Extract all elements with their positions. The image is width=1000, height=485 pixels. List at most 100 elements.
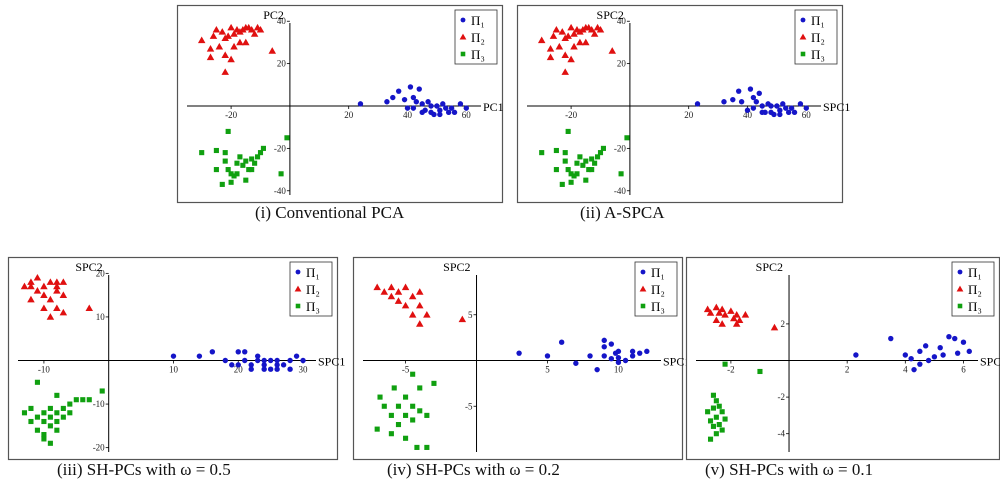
data-point: [437, 107, 443, 113]
data-point: [759, 103, 765, 109]
series-pi3: [374, 371, 437, 450]
data-point: [213, 167, 219, 173]
data-point: [67, 401, 73, 407]
panel-3: -10 10 20 30 20 10 -10 -20 SPC1 SPC2 Π₁ Π₂ Π₃: [7, 256, 345, 461]
data-point: [268, 47, 277, 54]
data-point: [565, 167, 571, 173]
data-point: [428, 103, 434, 109]
data-point: [219, 181, 225, 187]
data-point: [228, 179, 234, 185]
data-point: [416, 288, 424, 295]
y-tick-label: -5: [465, 401, 473, 411]
data-point: [721, 99, 727, 105]
data-point: [249, 156, 255, 162]
data-point: [215, 42, 224, 50]
data-point: [783, 105, 789, 111]
data-point: [213, 147, 219, 154]
data-point: [410, 94, 417, 101]
legend-marker: [799, 33, 807, 40]
x-tick-label: -2: [727, 365, 735, 375]
data-point: [218, 28, 227, 35]
data-point: [597, 150, 604, 156]
data-point: [917, 348, 923, 355]
data-point: [40, 304, 48, 312]
data-point: [206, 45, 215, 52]
data-point: [260, 145, 266, 151]
data-point: [448, 105, 455, 111]
data-point: [741, 311, 750, 318]
data-point: [803, 105, 809, 111]
data-point: [768, 109, 774, 116]
data-point: [403, 394, 409, 400]
panel-frame: [176, 4, 504, 204]
x-tick-label: 10: [169, 365, 179, 375]
data-point: [738, 99, 745, 105]
data-point: [757, 368, 763, 375]
data-point: [629, 353, 636, 359]
y-tick-label: 2: [781, 319, 786, 329]
data-point: [67, 410, 73, 416]
series-pi3: [199, 128, 290, 187]
legend-label: Π₃: [471, 47, 485, 62]
data-point: [28, 418, 34, 425]
data-point: [170, 353, 177, 359]
data-point: [33, 273, 42, 281]
y-tick-label: 20: [617, 59, 627, 69]
data-point: [774, 103, 780, 109]
data-point: [408, 311, 417, 318]
data-point: [791, 109, 798, 116]
data-point: [209, 32, 218, 39]
legend-label: Π₂: [811, 30, 825, 45]
data-point: [381, 403, 387, 409]
data-point: [558, 28, 567, 35]
data-point: [54, 418, 60, 425]
data-point: [612, 350, 619, 356]
data-point: [54, 427, 60, 433]
data-point: [718, 320, 726, 327]
caption-ii: (ii) A-SPCA: [580, 203, 665, 222]
data-point: [59, 308, 68, 316]
data-point: [546, 53, 555, 61]
data-point: [753, 99, 760, 105]
y-tick-label: -4: [778, 429, 786, 439]
data-point: [423, 311, 431, 318]
data-point: [587, 25, 596, 33]
y-tick-label: -20: [93, 443, 105, 453]
data-point: [615, 355, 622, 361]
data-point: [27, 295, 35, 303]
data-point: [47, 423, 53, 429]
data-point: [243, 177, 249, 183]
series-pi3: [21, 379, 105, 446]
legend-marker: [957, 269, 963, 275]
data-point: [730, 314, 738, 322]
data-point: [274, 362, 280, 368]
data-point: [34, 379, 40, 385]
data-point: [416, 320, 424, 327]
x-axis-label: SPC1: [318, 355, 345, 369]
data-point: [601, 344, 607, 350]
data-point: [601, 353, 607, 359]
data-point: [254, 353, 261, 359]
data-point: [940, 352, 946, 358]
data-point: [230, 30, 238, 37]
data-point: [408, 292, 417, 300]
data-point: [580, 162, 586, 168]
data-point: [417, 408, 423, 414]
data-point: [417, 385, 423, 391]
data-point: [401, 96, 408, 103]
y-tick-label: -20: [614, 143, 626, 153]
data-point: [622, 357, 629, 364]
data-point: [53, 304, 61, 312]
data-point: [209, 349, 216, 355]
data-point: [624, 135, 630, 141]
legend: Π₁ Π₂ Π₃: [634, 261, 678, 317]
data-point: [434, 103, 440, 109]
data-point: [713, 398, 719, 404]
y-axis-label: PC2: [263, 8, 284, 22]
data-point: [608, 47, 617, 54]
data-point: [59, 291, 68, 298]
y-tick-label: 40: [617, 16, 627, 26]
data-point: [718, 305, 726, 313]
x-tick-label: 60: [462, 110, 472, 120]
data-point: [230, 42, 238, 50]
